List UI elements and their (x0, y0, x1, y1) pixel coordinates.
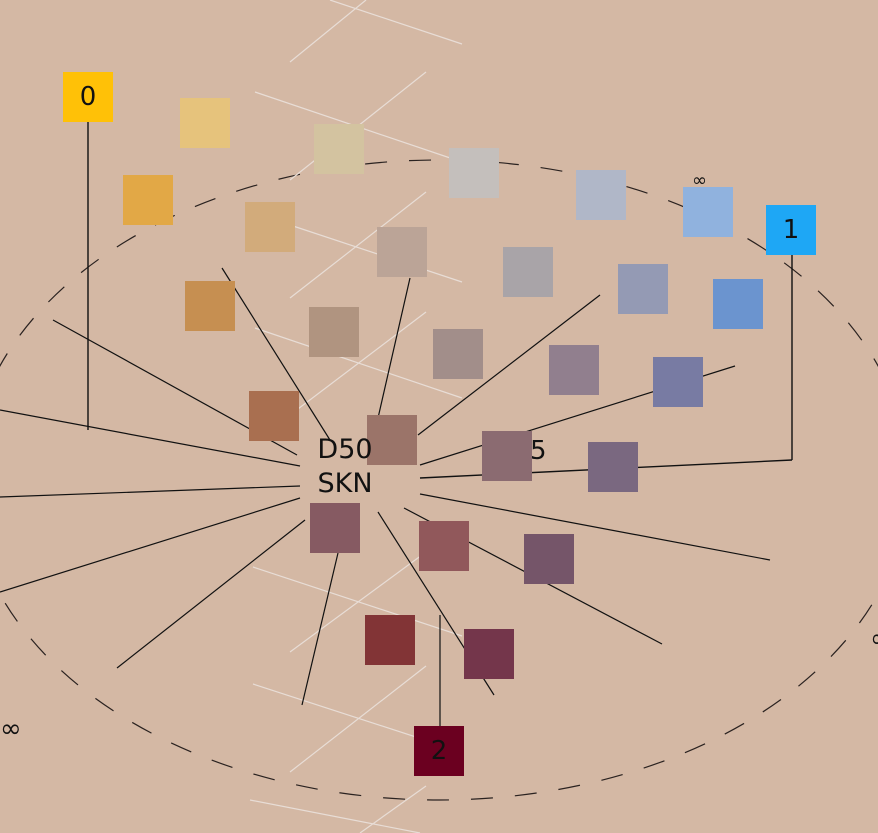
color-patch (713, 279, 763, 329)
key-patch-label: 2 (430, 736, 448, 766)
key-patch-1: 1 (766, 205, 816, 255)
color-patch (377, 227, 427, 277)
color-patch (576, 170, 626, 220)
color-patch (310, 503, 360, 553)
color-patch (367, 415, 417, 465)
key-patch-label: 1 (782, 215, 800, 245)
color-patch (309, 307, 359, 357)
ray-line (419, 493, 771, 561)
color-patch (503, 247, 553, 297)
boundary-ellipse (0, 159, 878, 801)
key-patch-0: 0 (63, 72, 113, 122)
color-patch (433, 329, 483, 379)
ray-line (377, 277, 411, 419)
illuminant-label: D50 SKN (305, 433, 385, 501)
color-patch (588, 442, 638, 492)
color-patch (245, 202, 295, 252)
grid-line (359, 785, 427, 833)
key-patch-2: 2 (414, 726, 464, 776)
key-patch-label: 0 (79, 82, 97, 112)
color-patch (419, 521, 469, 571)
grid-line (289, 0, 367, 63)
ray-line (301, 552, 339, 706)
side-marker: 5 (530, 436, 547, 466)
color-patch (524, 534, 574, 584)
grid-line (289, 224, 463, 283)
color-patch (549, 345, 599, 395)
color-patch (123, 175, 173, 225)
infinity-mark-right: ∞ (870, 624, 878, 654)
ray-line (0, 497, 301, 593)
infinity-mark-left: ∞ (0, 714, 22, 744)
color-patch (464, 629, 514, 679)
color-patch (180, 98, 230, 148)
color-patch (618, 264, 668, 314)
ray-line (221, 267, 331, 441)
grid-line (249, 799, 421, 833)
grid-line (289, 191, 427, 299)
grid-line (252, 566, 463, 637)
grid-line (289, 311, 427, 416)
color-patch (482, 431, 532, 481)
color-patch (653, 357, 703, 407)
color-patch (683, 187, 733, 237)
ray-line (116, 519, 306, 669)
ray-line (0, 409, 301, 467)
grid-line (289, 551, 427, 653)
ray-line (417, 294, 601, 436)
sample-set-name: SKN (317, 468, 373, 499)
color-patch (314, 124, 364, 174)
grid-line (329, 0, 463, 45)
infinity-mark-top: ∞ (692, 170, 707, 191)
grid-line (289, 665, 427, 773)
color-patch (249, 391, 299, 441)
color-patch (365, 615, 415, 665)
ray-line (0, 485, 301, 498)
illuminant-name: D50 (317, 434, 373, 465)
color-patch (185, 281, 235, 331)
color-patch (449, 148, 499, 198)
